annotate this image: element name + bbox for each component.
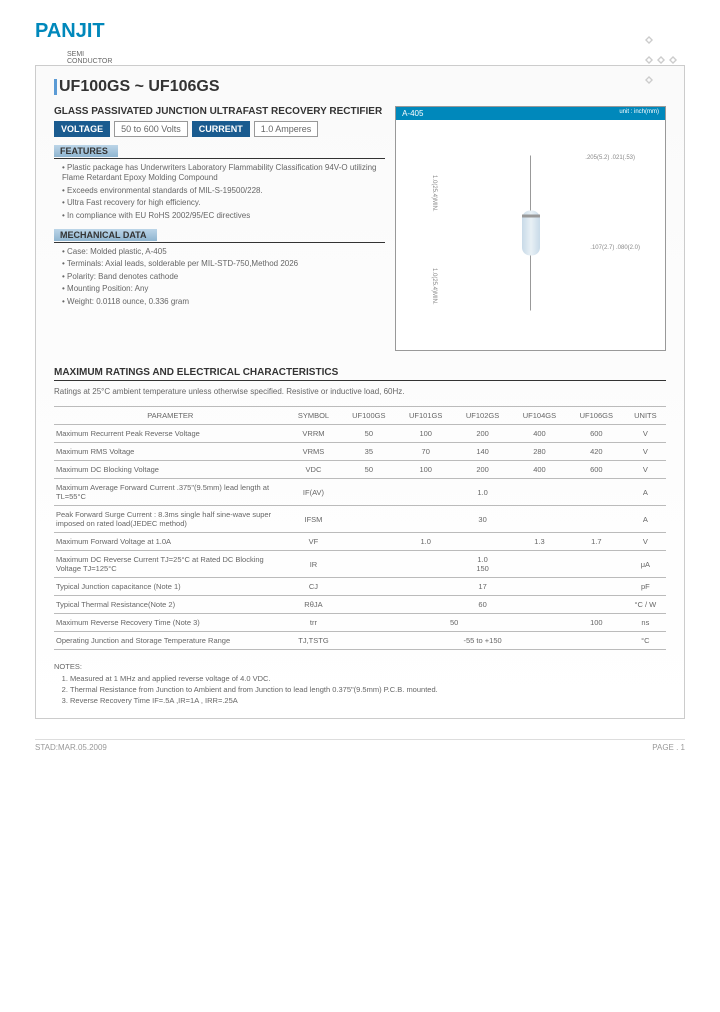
subtitle: GLASS PASSIVATED JUNCTION ULTRAFAST RECO… <box>54 106 385 117</box>
list-item: Polarity: Band denotes cathode <box>62 272 385 282</box>
footer: STAD:MAR.05.2009 PAGE . 1 <box>35 739 685 752</box>
notes-section: NOTES: Measured at 1 MHz and applied rev… <box>54 662 666 705</box>
table-header: SYMBOL <box>287 407 341 425</box>
dimension-text: 1.0(25.4)MIN. <box>431 268 437 305</box>
content-box: UF100GS ~ UF106GS GLASS PASSIVATED JUNCT… <box>35 65 685 719</box>
voltage-value: 50 to 600 Volts <box>114 121 188 137</box>
voltage-label: VOLTAGE <box>54 121 110 137</box>
table-header: UF104GS <box>511 407 568 425</box>
features-header: FEATURES <box>54 145 385 159</box>
list-item: In compliance with EU RoHS 2002/95/EC di… <box>62 211 385 221</box>
table-row: Maximum DC Reverse Current TJ=25°C at Ra… <box>54 551 666 578</box>
table-row: Maximum Average Forward Current .375"(9.… <box>54 479 666 506</box>
table-row: Maximum RMS VoltageVRMS3570140280420V <box>54 443 666 461</box>
features-list: Plastic package has Underwriters Laborat… <box>54 163 385 221</box>
dimension-text: 1.0(25.4)MIN. <box>431 175 437 212</box>
diagram-unit: unit : inch(mm) <box>619 109 659 118</box>
table-header: UF100GS <box>340 407 397 425</box>
table-row: Typical Junction capacitance (Note 1)CJ1… <box>54 578 666 596</box>
list-item: Mounting Position: Any <box>62 284 385 294</box>
table-header: UF101GS <box>397 407 454 425</box>
footer-page: PAGE . 1 <box>652 743 685 752</box>
logo: PANJIT <box>35 20 685 43</box>
diagram-label: A-405 <box>402 109 423 118</box>
logo-subtitle: SEMICONDUCTOR <box>67 51 685 65</box>
ratings-table: PARAMETER SYMBOL UF100GS UF101GS UF102GS… <box>54 406 666 650</box>
table-row: Maximum Reverse Recovery Time (Note 3)tr… <box>54 614 666 632</box>
note-item: Reverse Recovery Time IF=.5A ,IR=1A , IR… <box>70 696 666 706</box>
table-header: UF102GS <box>454 407 511 425</box>
table-row: Operating Junction and Storage Temperatu… <box>54 632 666 650</box>
ratings-note: Ratings at 25°C ambient temperature unle… <box>54 387 666 396</box>
decorative-dots: ⋄⋄⋄⋄⋄ <box>644 30 680 90</box>
list-item: Case: Molded plastic, A-405 <box>62 247 385 257</box>
current-label: CURRENT <box>192 121 250 137</box>
mechanical-header: MECHANICAL DATA <box>54 229 385 243</box>
spec-row: VOLTAGE 50 to 600 Volts CURRENT 1.0 Ampe… <box>54 121 385 137</box>
note-item: Thermal Resistance from Junction to Ambi… <box>70 685 666 695</box>
notes-title: NOTES: <box>54 662 666 671</box>
dimension-text: .107(2.7) .080(2.0) <box>590 245 640 251</box>
list-item: Terminals: Axial leads, solderable per M… <box>62 259 385 269</box>
package-diagram: A-405 unit : inch(mm) .205(5.2) .021(.53)… <box>395 106 666 351</box>
mechanical-list: Case: Molded plastic, A-405 Terminals: A… <box>54 247 385 307</box>
list-item: Plastic package has Underwriters Laborat… <box>62 163 385 184</box>
table-header: UNITS <box>625 407 666 425</box>
dimension-text: .205(5.2) .021(.53) <box>585 155 635 161</box>
table-header: PARAMETER <box>54 407 287 425</box>
list-item: Weight: 0.0118 ounce, 0.336 gram <box>62 297 385 307</box>
note-item: Measured at 1 MHz and applied reverse vo… <box>70 674 666 684</box>
table-row: Maximum Forward Voltage at 1.0AVF1.01.31… <box>54 533 666 551</box>
table-row: Peak Forward Surge Current : 8.3ms singl… <box>54 506 666 533</box>
ratings-title: MAXIMUM RATINGS AND ELECTRICAL CHARACTER… <box>54 367 666 381</box>
table-row: Maximum DC Blocking VoltageVDC5010020040… <box>54 461 666 479</box>
table-row: Typical Thermal Resistance(Note 2)RθJA60… <box>54 596 666 614</box>
current-value: 1.0 Amperes <box>254 121 319 137</box>
list-item: Exceeds environmental standards of MIL-S… <box>62 186 385 196</box>
table-row: Maximum Recurrent Peak Reverse VoltageVR… <box>54 425 666 443</box>
list-item: Ultra Fast recovery for high efficiency. <box>62 198 385 208</box>
page-title: UF100GS ~ UF106GS <box>54 78 666 96</box>
table-header: UF106GS <box>568 407 625 425</box>
logo-brand: PANJIT <box>35 20 105 43</box>
footer-date: STAD:MAR.05.2009 <box>35 743 107 752</box>
